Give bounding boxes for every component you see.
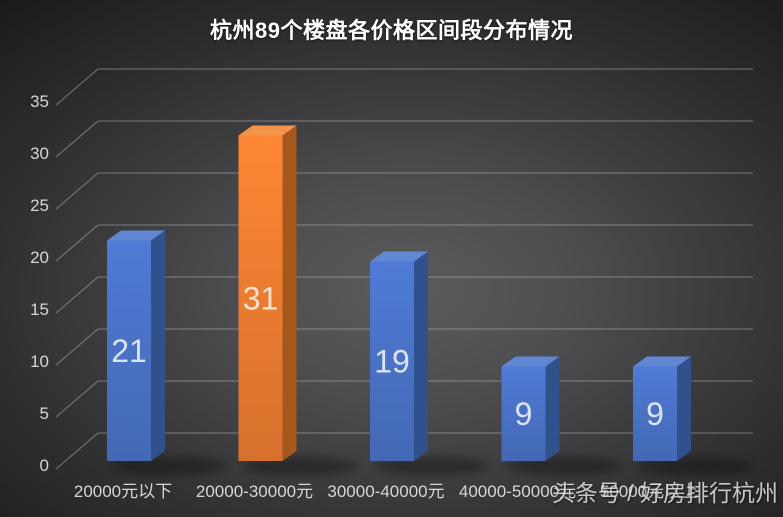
gridline bbox=[55, 68, 753, 106]
bar-4: 9 bbox=[633, 356, 691, 461]
y-axis-labels: 0 5 10 15 20 25 30 35 bbox=[30, 92, 49, 475]
category-label: 20000元以下 bbox=[74, 482, 172, 501]
y-tick-label: 30 bbox=[30, 144, 49, 163]
bar-side-face bbox=[545, 356, 560, 461]
gridline bbox=[55, 120, 753, 158]
y-tick-label: 5 bbox=[40, 404, 49, 423]
y-tick-label: 15 bbox=[30, 300, 49, 319]
gridline bbox=[55, 276, 753, 314]
category-label: 40000-50000元 bbox=[459, 482, 576, 501]
y-tick-label: 35 bbox=[30, 92, 49, 111]
bar-front-face bbox=[238, 135, 283, 461]
bar-2: 19 bbox=[370, 251, 428, 461]
gridline bbox=[55, 172, 753, 210]
bar-1: 31 bbox=[238, 125, 297, 461]
x-axis-labels: 20000元以下 20000-30000元 30000-40000元 40000-50… bbox=[74, 482, 698, 501]
y-tick-label: 25 bbox=[30, 196, 49, 215]
bar-shadow bbox=[242, 457, 359, 475]
watermark: 头条号 / 好房排行杭州 bbox=[551, 480, 778, 506]
bar-value-label: 21 bbox=[111, 333, 147, 369]
bar-shadows bbox=[111, 457, 753, 475]
bar-shadow bbox=[111, 457, 227, 475]
gridline bbox=[55, 224, 753, 262]
bar-shadow bbox=[637, 457, 753, 475]
bar-top-face bbox=[370, 251, 428, 262]
y-tick-label: 0 bbox=[40, 456, 49, 475]
bar-top-face bbox=[633, 356, 691, 367]
bar-side-face bbox=[282, 125, 297, 461]
bar-side-face bbox=[677, 356, 691, 461]
bar-shadow bbox=[505, 457, 622, 475]
category-label: 20000-30000元 bbox=[196, 482, 313, 501]
bar-value-label: 9 bbox=[646, 396, 664, 432]
bar-front-face bbox=[370, 261, 414, 461]
bar-side-face bbox=[414, 251, 428, 461]
bar-front-face bbox=[633, 366, 677, 461]
bar-3: 9 bbox=[501, 356, 560, 461]
bar-value-label: 31 bbox=[243, 280, 279, 316]
bar-top-face bbox=[501, 356, 560, 367]
bar-side-face bbox=[151, 230, 165, 461]
bar-value-label: 19 bbox=[374, 343, 410, 379]
gridline bbox=[55, 328, 753, 366]
bar-top-face bbox=[107, 230, 165, 241]
bar-shadow bbox=[374, 457, 490, 475]
chart-title: 杭州89个楼盘各价格区间段分布情况 bbox=[210, 18, 573, 43]
bar-value-label: 9 bbox=[515, 396, 533, 432]
y-tick-label: 20 bbox=[30, 248, 49, 267]
bar-front-face bbox=[107, 240, 151, 461]
bar-0: 21 bbox=[107, 230, 165, 461]
bar-top-face bbox=[238, 125, 297, 136]
category-label: 50000元以上 bbox=[600, 482, 698, 501]
category-label: 30000-40000元 bbox=[327, 482, 444, 501]
gridlines bbox=[55, 68, 753, 470]
y-tick-label: 10 bbox=[30, 352, 49, 371]
bar-front-face bbox=[501, 366, 546, 461]
